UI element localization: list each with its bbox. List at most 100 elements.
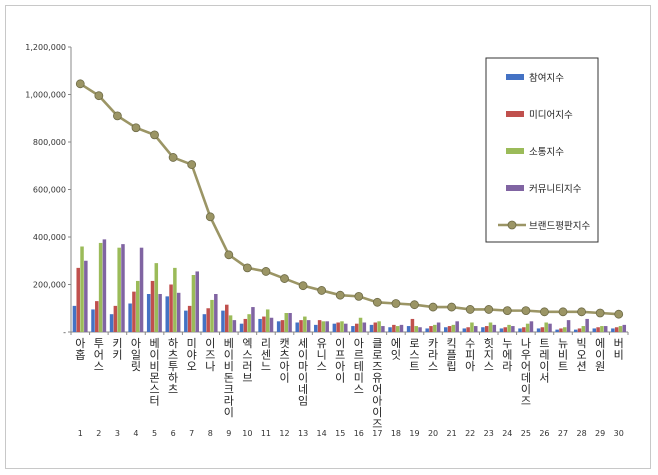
- bar-1-8: [202, 314, 207, 332]
- category-index: 29: [595, 429, 605, 438]
- bar-3-29: [600, 326, 604, 332]
- legend-label: 커뮤니티지수: [529, 184, 582, 195]
- category-index: 28: [576, 429, 586, 438]
- category-index: 3: [115, 429, 120, 438]
- reputation-point-16: [354, 291, 364, 301]
- category-index: 23: [484, 429, 494, 438]
- legend-label: 소통지수: [529, 147, 564, 158]
- category-index: 18: [391, 429, 401, 438]
- bar-4-1: [84, 260, 88, 332]
- bar-1-6: [165, 296, 170, 332]
- bar-4-27: [566, 320, 571, 332]
- bar-3-11: [265, 309, 270, 332]
- y-tick-label: 400,000: [33, 233, 66, 242]
- bar-1-30: [611, 328, 615, 332]
- reputation-point-25: [521, 306, 531, 316]
- legend-swatch: [506, 148, 524, 154]
- reputation-point-10: [242, 263, 252, 273]
- reputation-point-5: [150, 130, 159, 140]
- y-tick-label: -: [63, 328, 66, 337]
- reputation-point-8: [205, 212, 215, 222]
- y-tick-label: 200,000: [33, 281, 66, 290]
- bar-2-29: [596, 327, 600, 332]
- bar-4-2: [102, 239, 107, 332]
- bar-4-29: [603, 326, 608, 332]
- bar-3-23: [488, 322, 493, 332]
- category-index: 21: [447, 429, 457, 438]
- bar-4-25: [529, 321, 534, 332]
- bar-2-9: [225, 304, 229, 332]
- bar-1-3: [109, 314, 114, 332]
- bar-2-16: [354, 323, 359, 332]
- category-index: 14: [317, 429, 327, 438]
- bar-4-3: [121, 244, 125, 332]
- bar-4-18: [399, 324, 404, 332]
- category-index: 24: [502, 429, 512, 438]
- bar-3-25: [525, 323, 530, 332]
- bar-3-1: [80, 246, 84, 332]
- category-index: 2: [96, 429, 101, 438]
- reputation-point-13: [298, 281, 308, 291]
- category-index: 7: [189, 429, 194, 438]
- y-tick-label: 600,000: [33, 186, 66, 195]
- bar-2-11: [262, 316, 266, 332]
- bar-2-3: [113, 305, 118, 332]
- category-index: 10: [242, 429, 252, 438]
- reputation-point-12: [280, 274, 289, 283]
- bar-2-24: [503, 327, 508, 332]
- bar-1-5: [146, 294, 151, 332]
- bar-2-1: [76, 267, 80, 332]
- category-index: 22: [465, 429, 475, 438]
- legend-swatch: [506, 74, 524, 80]
- bar-1-24: [499, 328, 504, 332]
- bar-3-12: [284, 313, 289, 332]
- bar-4-21: [455, 321, 459, 332]
- category-index: 30: [614, 429, 624, 438]
- bar-1-19: [406, 326, 411, 332]
- category-index: 26: [539, 429, 549, 438]
- bar-1-28: [573, 329, 578, 332]
- bar-4-19: [418, 327, 422, 332]
- bar-4-23: [492, 324, 497, 332]
- bar-2-22: [466, 327, 470, 332]
- category-index: 8: [208, 429, 213, 438]
- bar-3-22: [470, 322, 474, 332]
- legend-swatch: [506, 111, 524, 117]
- reputation-point-15: [335, 290, 345, 300]
- bar-3-13: [303, 316, 307, 332]
- y-tick-label: 1,000,000: [25, 91, 66, 100]
- category-index: 5: [152, 429, 157, 438]
- category-index: 25: [521, 429, 531, 438]
- bar-2-27: [559, 328, 563, 332]
- bar-1-2: [91, 309, 95, 332]
- category-index: 16: [354, 429, 364, 438]
- bar-3-21: [451, 324, 456, 332]
- reputation-point-29: [595, 308, 605, 318]
- reputation-point-11: [261, 267, 271, 276]
- legend-swatch: [506, 185, 524, 191]
- bar-4-22: [473, 326, 478, 332]
- bar-2-18: [392, 324, 396, 332]
- bar-4-4: [139, 247, 144, 332]
- bar-4-16: [362, 322, 367, 332]
- bar-4-8: [214, 294, 218, 332]
- bar-3-17: [377, 321, 381, 332]
- bar-1-25: [518, 328, 522, 332]
- bar-4-10: [251, 307, 255, 332]
- bar-2-15: [336, 322, 340, 332]
